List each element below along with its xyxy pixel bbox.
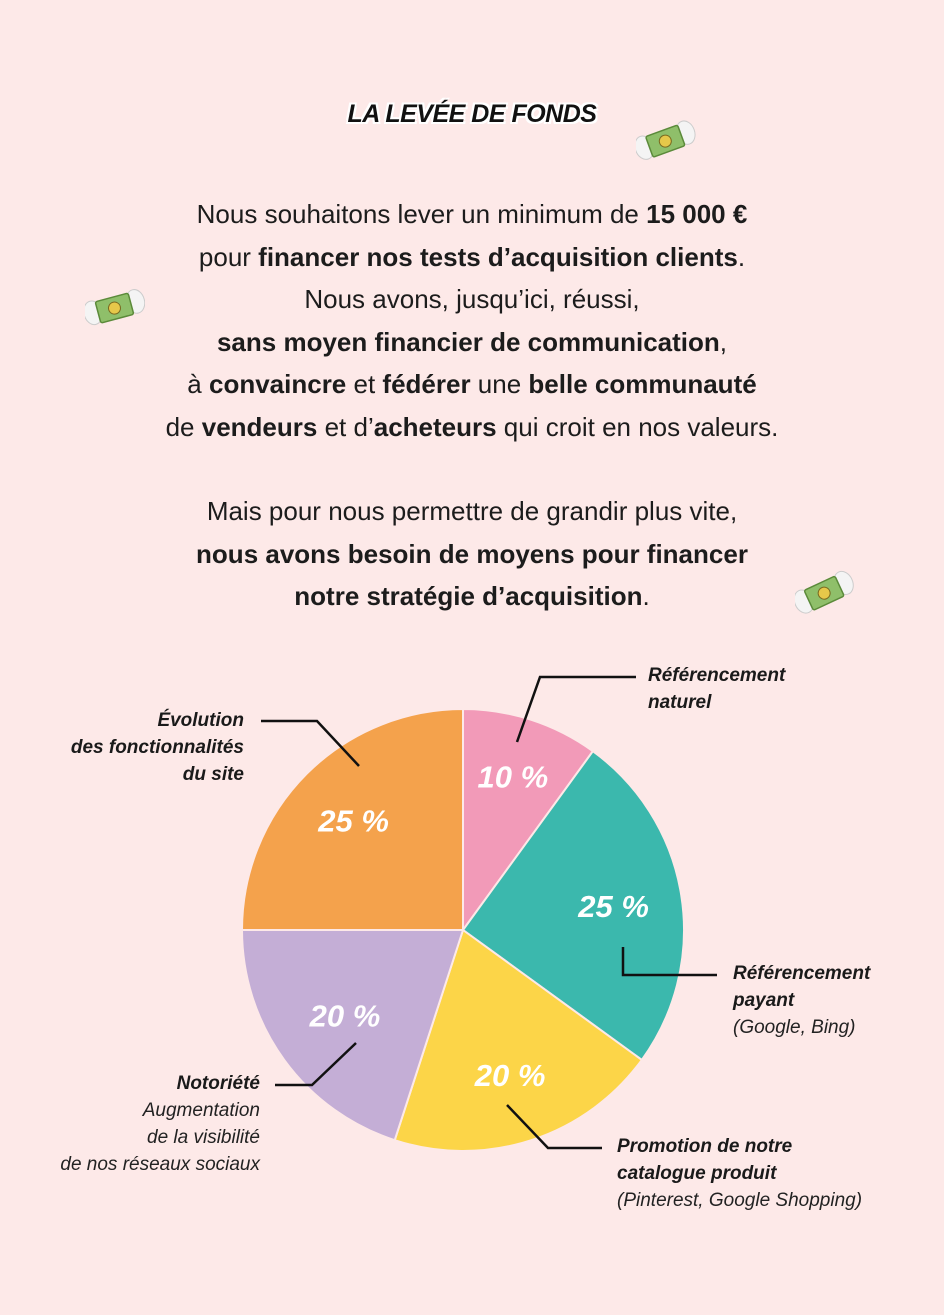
intro-line: Mais pour nous permettre de grandir plus… [206, 496, 738, 526]
money-with-wings-icon [636, 120, 696, 160]
pie-slice-labels: 10 % 25 % 20 % 20 % 25 % [309, 760, 649, 1093]
intro-line: Nous souhaitons lever un minimum de 15 0… [196, 199, 748, 229]
pie-slices [240, 707, 685, 1152]
leader-line-promotion [506, 1104, 602, 1150]
money-with-wings-icon [85, 289, 145, 326]
leader-line-notoriete [275, 1042, 357, 1087]
leader-line-evolution [261, 719, 360, 767]
intro-line: de vendeurs et d’acheteurs qui croit en … [165, 411, 779, 442]
leader-line-ref-payant [621, 947, 717, 977]
intro-line: à convaincre et fédérer une belle commun… [187, 369, 757, 399]
pie-slice [240, 707, 464, 931]
pie-slice [461, 749, 685, 1062]
intro-line: nous avons besoin de moyens pour finance… [196, 538, 748, 569]
label-ref-naturel: Référencement naturel [648, 665, 786, 713]
intro-line: Nous avons, jusqu’ici, réussi, [304, 284, 640, 314]
pie-slice-value-label: 25 % [317, 804, 389, 839]
pie-slice-value-label: 20 % [474, 1058, 546, 1093]
intro-text: Nous souhaitons lever un minimum de 15 0… [0, 193, 944, 618]
intro-line: pour financer nos tests d’acquisition cl… [198, 241, 746, 272]
page-title: LA LEVÉE DE FONDS [347, 100, 597, 128]
pie-slice-value-label: 20 % [309, 999, 381, 1034]
label-ref-payant: Référencement payant (Google, Bing) [733, 963, 871, 1038]
label-notoriete: Notoriété Augmentation de la visibilité … [60, 1073, 260, 1175]
pie-slice-value-label: 25 % [577, 889, 649, 924]
pie-slice [240, 929, 465, 1142]
money-with-wings-icon [795, 570, 854, 614]
pie-slice [462, 707, 595, 934]
pie-slice-value-label: 10 % [478, 760, 549, 795]
leader-lines [261, 675, 717, 1150]
pie-slice [393, 928, 644, 1152]
label-evolution: Évolution des fonctionnalités du site [70, 710, 244, 785]
label-promotion: Promotion de notre catalogue produit (Pi… [617, 1136, 863, 1211]
intro-line: notre stratégie d’acquisition. [294, 581, 650, 611]
intro-line: sans moyen financier de communication, [216, 326, 728, 357]
leader-line-ref-naturel [515, 675, 636, 743]
